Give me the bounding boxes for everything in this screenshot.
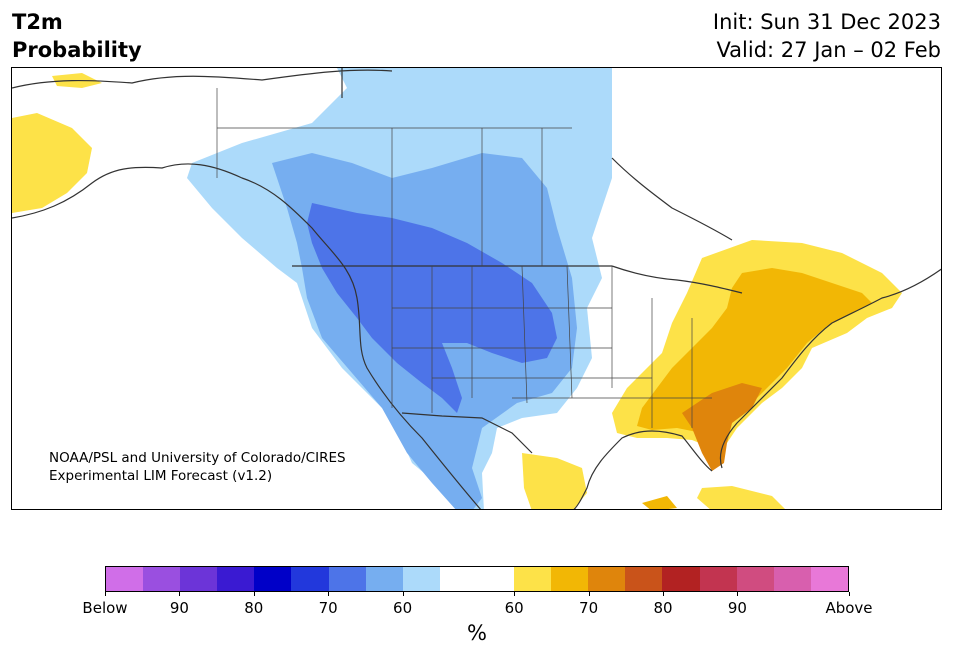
colorbar-segment — [439, 567, 477, 591]
colorbar-segment — [476, 567, 515, 591]
colorbar-segment — [662, 567, 700, 591]
colorbar-tick-mark — [588, 592, 590, 596]
region-above-60-mexico — [522, 453, 587, 509]
forecast-map: NOAA/PSL and University of Colorado/CIRE… — [11, 67, 942, 510]
border-us-canada — [292, 265, 743, 294]
region-above-80-se — [682, 383, 762, 471]
colorbar-segment — [625, 567, 663, 591]
colorbar-segment — [736, 567, 774, 591]
border-us-mexico — [401, 412, 533, 454]
state-borders — [216, 88, 712, 428]
colorbar-tick-mark — [402, 592, 404, 596]
title-line-2: Probability — [12, 38, 142, 62]
credit-text: NOAA/PSL and University of Colorado/CIRE… — [49, 449, 346, 485]
colorbar-segment — [180, 567, 218, 591]
region-above-60-cuba — [697, 486, 785, 509]
colorbar-tick-label: 70 — [579, 599, 599, 617]
colorbar-tick-label: 90 — [727, 599, 747, 617]
colorbar-segment — [514, 567, 552, 591]
colorbar-tick-label: 70 — [318, 599, 338, 617]
colorbar-tick-label: 80 — [653, 599, 673, 617]
colorbar-segment — [365, 567, 403, 591]
colorbar-tick-label: 80 — [244, 599, 264, 617]
region-above-70-east — [637, 268, 872, 433]
colorbar-tick-mark — [849, 592, 850, 596]
map-outlines — [12, 68, 941, 509]
colorbar-tick-mark — [253, 592, 255, 596]
colorbar-tick-label: 60 — [504, 599, 524, 617]
colorbar-tick-mark — [737, 592, 739, 596]
credit-line-1: NOAA/PSL and University of Colorado/CIRE… — [49, 450, 346, 466]
region-above-70-caribbean — [642, 496, 677, 509]
colorbar-segment — [217, 567, 255, 591]
colorbar-segment — [254, 567, 292, 591]
colorbar-tick-label: Below — [82, 599, 128, 617]
title-line-1: T2m — [12, 10, 63, 34]
colorbar-tick-mark — [179, 592, 181, 596]
colorbar-tick-label: 60 — [393, 599, 413, 617]
colorbar-tick-label: 90 — [169, 599, 189, 617]
credit-line-2: Experimental LIM Forecast (v1.2) — [49, 468, 273, 484]
colorbar-segment — [291, 567, 329, 591]
colorbar-tick-mark — [328, 592, 330, 596]
colorbar-segment — [588, 567, 626, 591]
colorbar-tick-label: Above — [825, 599, 873, 617]
colorbar-unit: % — [467, 621, 487, 645]
colorbar-tick-mark — [663, 592, 664, 596]
colorbar-segment — [773, 567, 811, 591]
coastline-east — [573, 157, 941, 509]
chart-title: T2m Probability — [12, 8, 142, 64]
colorbar-segment — [143, 567, 181, 591]
colorbar-segment — [551, 567, 589, 591]
colorbar-segment — [402, 567, 440, 591]
colorbar-segment — [106, 567, 144, 591]
init-date: Init: Sun 31 Dec 2023 — [712, 10, 941, 34]
colorbar-segment — [328, 567, 366, 591]
coastline-north — [12, 68, 482, 509]
colorbar-tick-mark — [105, 592, 106, 596]
colorbar-segment — [699, 567, 737, 591]
valid-period: Valid: 27 Jan – 02 Feb — [716, 38, 941, 62]
region-above-60-west — [12, 113, 92, 213]
colorbar — [105, 566, 849, 592]
date-info: Init: Sun 31 Dec 2023 Valid: 27 Jan – 02… — [713, 8, 941, 64]
map-canvas — [12, 68, 941, 509]
colorbar-segment — [810, 567, 848, 591]
colorbar-tick-mark — [514, 592, 516, 596]
